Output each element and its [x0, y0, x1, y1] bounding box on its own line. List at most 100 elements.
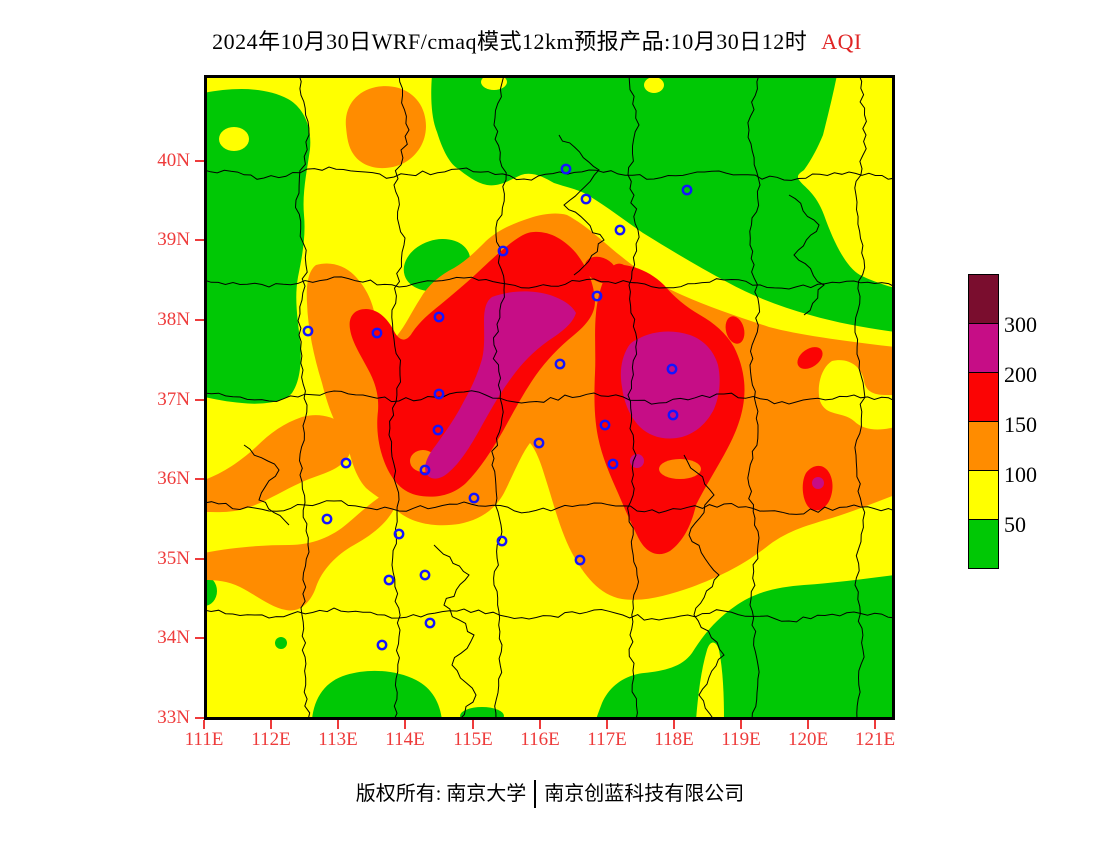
city-marker — [599, 419, 611, 431]
field-magenta-west-band — [425, 291, 576, 479]
legend-cell-2 — [968, 372, 999, 422]
title-variable-aqi: AQI — [821, 29, 862, 54]
lon-label-113E: 113E — [318, 729, 358, 750]
lon-label-111E: 111E — [184, 729, 224, 750]
field-green-southdot — [460, 707, 504, 720]
lat-label-39N: 39N — [157, 229, 190, 250]
legend-value-50: 50 — [1004, 512, 1026, 537]
province-boundaries — [204, 75, 895, 720]
field-green-southeast — [596, 575, 895, 720]
lon-label-116E: 116E — [520, 729, 560, 750]
lat-tick — [195, 399, 204, 401]
city-marker — [496, 535, 508, 547]
lon-label-112E: 112E — [251, 729, 291, 750]
field-orange-west-band — [204, 415, 352, 513]
field-magenta-east-blob — [620, 331, 720, 439]
field-orange-southwest-band — [204, 491, 398, 611]
city-marker — [574, 554, 586, 566]
yellow-notch-top2 — [644, 77, 664, 93]
caption-owner: 版权所有: 南京大学 — [355, 783, 527, 805]
city-marker — [560, 163, 572, 175]
city-marker — [419, 569, 431, 581]
lon-tick — [740, 720, 742, 729]
lat-label-40N: 40N — [157, 150, 190, 171]
lon-tick — [337, 720, 339, 729]
boundary-line-8 — [204, 390, 895, 405]
city-marker — [433, 311, 445, 323]
map-canvas — [204, 75, 895, 720]
lon-label-115E: 115E — [453, 729, 493, 750]
legend-cell-1 — [968, 323, 999, 373]
lat-label-34N: 34N — [157, 627, 190, 648]
caption-divider — [534, 780, 537, 808]
legend-cell-4 — [968, 470, 999, 520]
city-marker — [419, 464, 431, 476]
city-marker — [533, 437, 545, 449]
city-marker — [433, 388, 445, 400]
contour-field — [204, 75, 895, 720]
boundary-line-15 — [243, 444, 290, 526]
legend-colorbar: 300 200 150 100 50 — [968, 274, 1037, 569]
city-marker — [614, 224, 626, 236]
lon-tick — [539, 720, 541, 729]
boundary-line-14 — [788, 194, 825, 316]
boundary-line-12 — [683, 454, 725, 720]
boundary-line-11 — [558, 134, 605, 276]
boundary-line-6 — [204, 166, 895, 181]
lon-tick — [673, 720, 675, 729]
city-marker — [432, 424, 444, 436]
field-green-southcenter — [312, 670, 442, 720]
field-red-small-north — [725, 316, 745, 344]
lat-tick — [195, 478, 204, 480]
lon-label-117E: 117E — [587, 729, 627, 750]
contour-map-svg — [204, 75, 895, 720]
city-marker — [302, 325, 314, 337]
yellow-hole-nw — [219, 127, 249, 151]
yellow-band-east — [818, 360, 895, 430]
boundary-line-7 — [204, 276, 895, 290]
lat-label-33N: 33N — [157, 707, 190, 728]
city-marker — [376, 639, 388, 651]
lon-tick — [203, 720, 205, 729]
lat-tick — [195, 558, 204, 560]
legend-value-300: 300 — [1004, 312, 1037, 337]
field-green-westdot — [275, 637, 287, 649]
boundary-line-4 — [747, 75, 761, 720]
city-marker — [383, 574, 395, 586]
boundary-line-13 — [433, 544, 477, 720]
field-magenta-dot-south — [630, 454, 644, 468]
city-marker — [667, 409, 679, 421]
city-marker — [681, 184, 693, 196]
field-orange-topleft-blob — [345, 86, 426, 169]
field-red-bridge — [584, 256, 618, 284]
lat-label-37N: 37N — [157, 389, 190, 410]
lat-tick — [195, 319, 204, 321]
lon-tick — [404, 720, 406, 729]
lat-tick — [195, 637, 204, 639]
lat-tick — [195, 160, 204, 162]
lon-label-119E: 119E — [721, 729, 761, 750]
lon-label-118E: 118E — [654, 729, 694, 750]
city-marker — [591, 290, 603, 302]
lon-tick — [472, 720, 474, 729]
city-marker — [340, 457, 352, 469]
city-markers — [302, 163, 693, 651]
field-red-small-northeast — [797, 347, 823, 369]
boundary-line-0 — [388, 75, 410, 720]
city-marker — [607, 458, 619, 470]
city-marker — [424, 617, 436, 629]
city-marker — [666, 363, 678, 375]
legend-value-150: 150 — [1004, 412, 1037, 437]
city-marker — [371, 327, 383, 339]
boundary-line-9 — [204, 500, 895, 515]
legend-value-100: 100 — [1004, 462, 1037, 487]
orange-hole-east — [659, 459, 701, 479]
lon-tick — [270, 720, 272, 729]
boundary-line-3 — [627, 75, 640, 720]
city-marker — [321, 513, 333, 525]
city-marker — [580, 193, 592, 205]
yellow-notch-top1 — [481, 75, 507, 90]
legend-cell-0 — [968, 274, 999, 324]
lat-label-35N: 35N — [157, 548, 190, 569]
